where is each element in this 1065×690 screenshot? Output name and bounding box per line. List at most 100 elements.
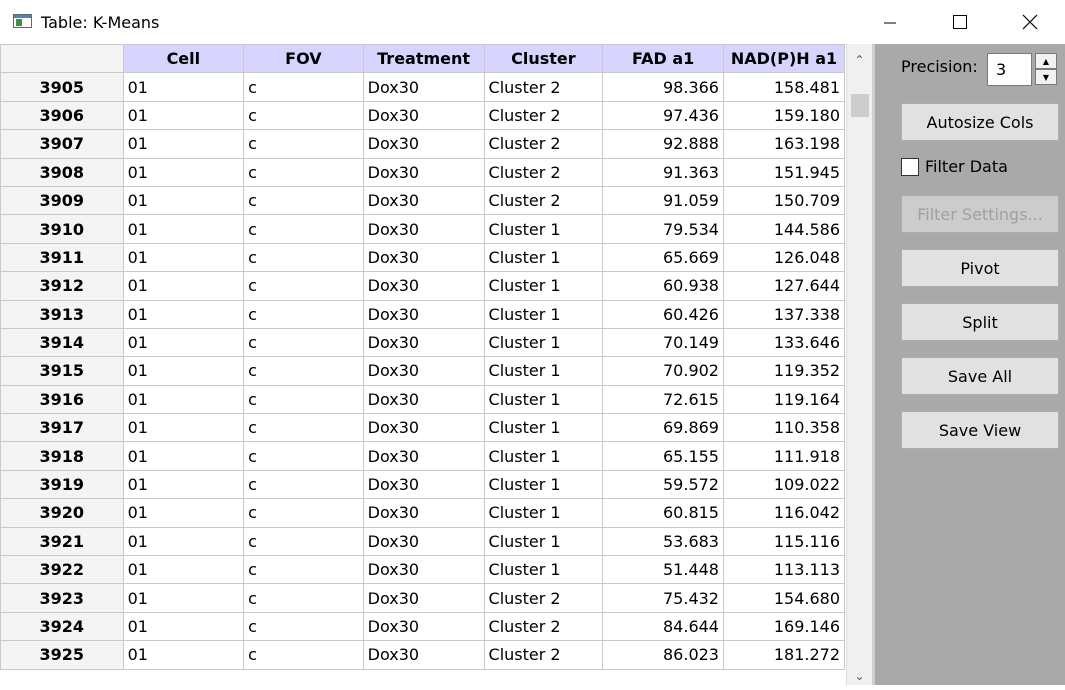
table-row[interactable]: 3917 01 c Dox30 Cluster 1 69.869 110.358 bbox=[0, 413, 845, 443]
row-header[interactable]: 3921 bbox=[0, 526, 124, 557]
table-cell[interactable]: c bbox=[243, 327, 364, 358]
table-cell[interactable]: 01 bbox=[122, 384, 245, 415]
row-header[interactable]: 3905 bbox=[0, 72, 124, 102]
minimize-button[interactable] bbox=[867, 6, 913, 38]
table-cell[interactable]: 72.615 bbox=[602, 384, 724, 415]
table-cell[interactable]: 181.272 bbox=[722, 640, 845, 670]
close-button[interactable] bbox=[1007, 6, 1053, 38]
table-cell[interactable]: Dox30 bbox=[362, 157, 485, 187]
table-cell[interactable]: Cluster 1 bbox=[483, 242, 604, 273]
table-cell[interactable]: Dox30 bbox=[362, 583, 485, 613]
table-cell[interactable]: 01 bbox=[122, 100, 245, 131]
save-view-button[interactable]: Save View bbox=[901, 411, 1059, 449]
table-cell[interactable]: 79.534 bbox=[602, 214, 724, 244]
table-row[interactable]: 3905 01 c Dox30 Cluster 2 98.366 158.481 bbox=[0, 72, 845, 102]
table-cell[interactable]: 154.680 bbox=[722, 583, 845, 613]
table-cell[interactable]: Dox30 bbox=[362, 242, 485, 273]
table-row[interactable]: 3909 01 c Dox30 Cluster 2 91.059 150.709 bbox=[0, 185, 845, 216]
row-header[interactable]: 3910 bbox=[0, 214, 124, 244]
table-cell[interactable]: 01 bbox=[122, 583, 245, 613]
column-header[interactable]: Cell bbox=[122, 44, 245, 74]
table-row[interactable]: 3912 01 c Dox30 Cluster 1 60.938 127.644 bbox=[0, 271, 845, 301]
table-cell[interactable]: 110.358 bbox=[722, 413, 845, 443]
precision-spinner[interactable]: ▲ ▼ bbox=[1035, 53, 1057, 86]
row-header[interactable]: 3909 bbox=[0, 185, 124, 216]
table-cell[interactable]: 01 bbox=[122, 526, 245, 557]
spin-down-icon[interactable]: ▼ bbox=[1035, 69, 1057, 85]
table-cell[interactable]: c bbox=[243, 583, 364, 613]
table-row[interactable]: 3911 01 c Dox30 Cluster 1 65.669 126.048 bbox=[0, 242, 845, 273]
table-cell[interactable]: 98.366 bbox=[602, 72, 724, 102]
table-cell[interactable]: c bbox=[243, 611, 364, 642]
table-cell[interactable]: Dox30 bbox=[362, 413, 485, 443]
table-cell[interactable]: Dox30 bbox=[362, 441, 485, 471]
table-cell[interactable]: 92.888 bbox=[602, 129, 724, 159]
row-header[interactable]: 3914 bbox=[0, 327, 124, 358]
table-row[interactable]: 3910 01 c Dox30 Cluster 1 79.534 144.586 bbox=[0, 214, 845, 244]
table-cell[interactable]: 127.644 bbox=[722, 271, 845, 301]
table-cell[interactable]: c bbox=[243, 299, 364, 329]
table-cell[interactable]: 01 bbox=[122, 555, 245, 585]
table-row[interactable]: 3914 01 c Dox30 Cluster 1 70.149 133.646 bbox=[0, 327, 845, 358]
table-cell[interactable]: 01 bbox=[122, 185, 245, 216]
table-cell[interactable]: 137.338 bbox=[722, 299, 845, 329]
save-all-button[interactable]: Save All bbox=[901, 357, 1059, 395]
table-cell[interactable]: Cluster 1 bbox=[483, 327, 604, 358]
table-row[interactable]: 3907 01 c Dox30 Cluster 2 92.888 163.198 bbox=[0, 129, 845, 159]
table-cell[interactable]: 60.426 bbox=[602, 299, 724, 329]
table-cell[interactable]: 70.149 bbox=[602, 327, 724, 358]
table-cell[interactable]: Cluster 1 bbox=[483, 469, 604, 500]
table-cell[interactable]: c bbox=[243, 555, 364, 585]
table-cell[interactable]: Cluster 2 bbox=[483, 611, 604, 642]
table-cell[interactable]: 97.436 bbox=[602, 100, 724, 131]
table-row[interactable]: 3916 01 c Dox30 Cluster 1 72.615 119.164 bbox=[0, 384, 845, 415]
table-cell[interactable]: 151.945 bbox=[722, 157, 845, 187]
table-cell[interactable]: 119.164 bbox=[722, 384, 845, 415]
table-cell[interactable]: 01 bbox=[122, 640, 245, 670]
table-cell[interactable]: Cluster 2 bbox=[483, 129, 604, 159]
table-cell[interactable]: c bbox=[243, 157, 364, 187]
row-header[interactable]: 3919 bbox=[0, 469, 124, 500]
table-cell[interactable]: Cluster 2 bbox=[483, 640, 604, 670]
table-row[interactable]: 3920 01 c Dox30 Cluster 1 60.815 116.042 bbox=[0, 498, 845, 528]
scroll-down-icon[interactable]: ⌄ bbox=[854, 669, 865, 683]
column-header[interactable]: NAD(P)H a1 bbox=[722, 44, 845, 74]
row-header[interactable]: 3920 bbox=[0, 498, 124, 528]
table-cell[interactable]: 01 bbox=[122, 611, 245, 642]
table-cell[interactable]: c bbox=[243, 356, 364, 386]
column-header[interactable]: Treatment bbox=[362, 44, 485, 74]
table-cell[interactable]: Dox30 bbox=[362, 356, 485, 386]
table-cell[interactable]: 159.180 bbox=[722, 100, 845, 131]
table-cell[interactable]: Dox30 bbox=[362, 100, 485, 131]
row-header[interactable]: 3912 bbox=[0, 271, 124, 301]
table-cell[interactable]: 60.938 bbox=[602, 271, 724, 301]
row-header[interactable]: 3915 bbox=[0, 356, 124, 386]
table-cell[interactable]: c bbox=[243, 469, 364, 500]
row-header[interactable]: 3911 bbox=[0, 242, 124, 273]
table-row[interactable]: 3919 01 c Dox30 Cluster 1 59.572 109.022 bbox=[0, 469, 845, 500]
table-cell[interactable]: Cluster 2 bbox=[483, 100, 604, 131]
autosize-cols-button[interactable]: Autosize Cols bbox=[901, 103, 1059, 141]
table-cell[interactable]: 65.669 bbox=[602, 242, 724, 273]
table-cell[interactable]: Cluster 1 bbox=[483, 299, 604, 329]
scrollbar-thumb[interactable] bbox=[851, 94, 869, 117]
table-cell[interactable]: 01 bbox=[122, 72, 245, 102]
row-header[interactable]: 3923 bbox=[0, 583, 124, 613]
column-header[interactable]: FOV bbox=[243, 44, 364, 74]
table-cell[interactable]: 01 bbox=[122, 327, 245, 358]
table-cell[interactable]: 01 bbox=[122, 157, 245, 187]
split-button[interactable]: Split bbox=[901, 303, 1059, 341]
table-cell[interactable]: Cluster 1 bbox=[483, 526, 604, 557]
table-cell[interactable]: 126.048 bbox=[722, 242, 845, 273]
pivot-button[interactable]: Pivot bbox=[901, 249, 1059, 287]
table-cell[interactable]: 01 bbox=[122, 129, 245, 159]
spin-up-icon[interactable]: ▲ bbox=[1035, 53, 1057, 69]
table-cell[interactable]: 69.869 bbox=[602, 413, 724, 443]
table-cell[interactable]: Cluster 1 bbox=[483, 214, 604, 244]
table-row[interactable]: 3924 01 c Dox30 Cluster 2 84.644 169.146 bbox=[0, 611, 845, 642]
table-cell[interactable]: Cluster 1 bbox=[483, 555, 604, 585]
table-cell[interactable]: 01 bbox=[122, 356, 245, 386]
table-cell[interactable]: Dox30 bbox=[362, 299, 485, 329]
table-cell[interactable]: 158.481 bbox=[722, 72, 845, 102]
table-cell[interactable]: Dox30 bbox=[362, 498, 485, 528]
